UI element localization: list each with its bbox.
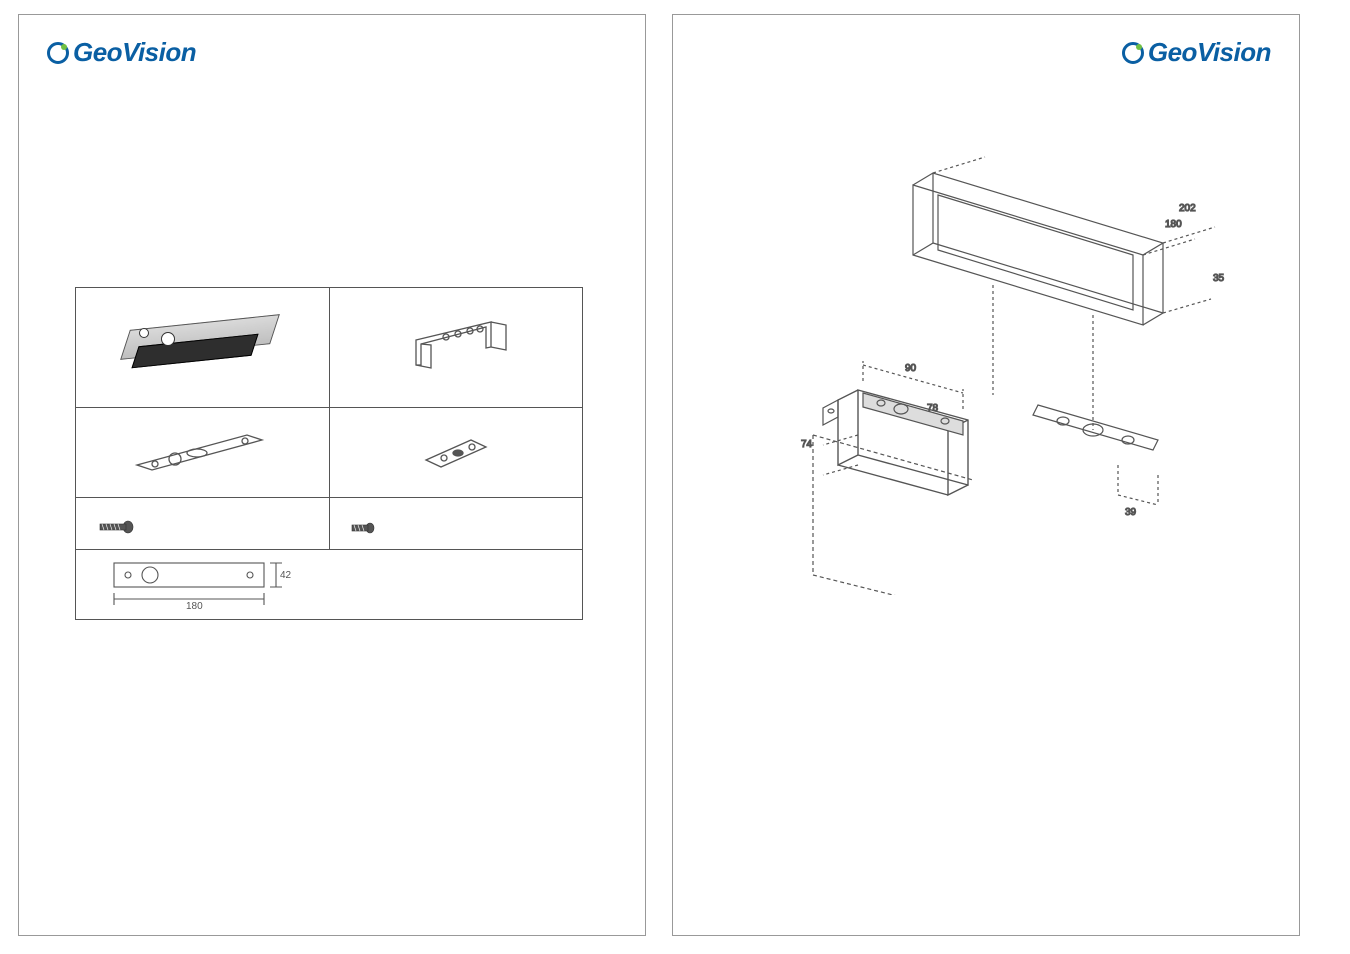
cell-strike-plate <box>329 408 582 498</box>
brand-name: GeoVision <box>1148 37 1271 68</box>
brand-logo: GeoVision <box>47 37 196 68</box>
dim-35: 35 <box>1213 273 1225 284</box>
dim-202: 202 <box>1179 203 1196 214</box>
dim-39: 39 <box>1125 507 1137 518</box>
page-right: GeoVision 202 180 <box>672 14 1300 936</box>
dim-length: 180 <box>186 601 203 612</box>
cell-faceplate-dim: 180 42 <box>76 550 583 620</box>
dim-180: 180 <box>1165 219 1182 230</box>
assembly-diagram: 202 180 35 <box>763 135 1243 595</box>
logo-mark <box>47 42 69 64</box>
cell-lock-body <box>76 288 330 408</box>
lock-body-icon <box>117 310 287 380</box>
strike-plate-icon <box>416 425 496 475</box>
dim-90: 90 <box>905 363 917 374</box>
cell-face-plate <box>76 408 330 498</box>
page-left: GeoVision <box>18 14 646 936</box>
long-screw-icon <box>94 517 134 537</box>
cell-u-bracket <box>329 288 582 408</box>
dim-74: 74 <box>801 439 813 450</box>
logo-mark <box>1122 42 1144 64</box>
u-bracket-icon <box>396 310 516 380</box>
cell-screw-long <box>76 498 330 550</box>
brand-name: GeoVision <box>73 37 196 68</box>
short-screw-icon <box>348 520 376 536</box>
dim-78: 78 <box>927 403 939 414</box>
cell-screw-short <box>329 498 582 550</box>
dim-height: 42 <box>280 570 292 581</box>
face-plate-icon <box>127 420 277 480</box>
parts-table: 180 42 <box>75 287 583 620</box>
brand-logo: GeoVision <box>1122 37 1271 68</box>
faceplate-dim-icon: 180 42 <box>104 555 294 615</box>
